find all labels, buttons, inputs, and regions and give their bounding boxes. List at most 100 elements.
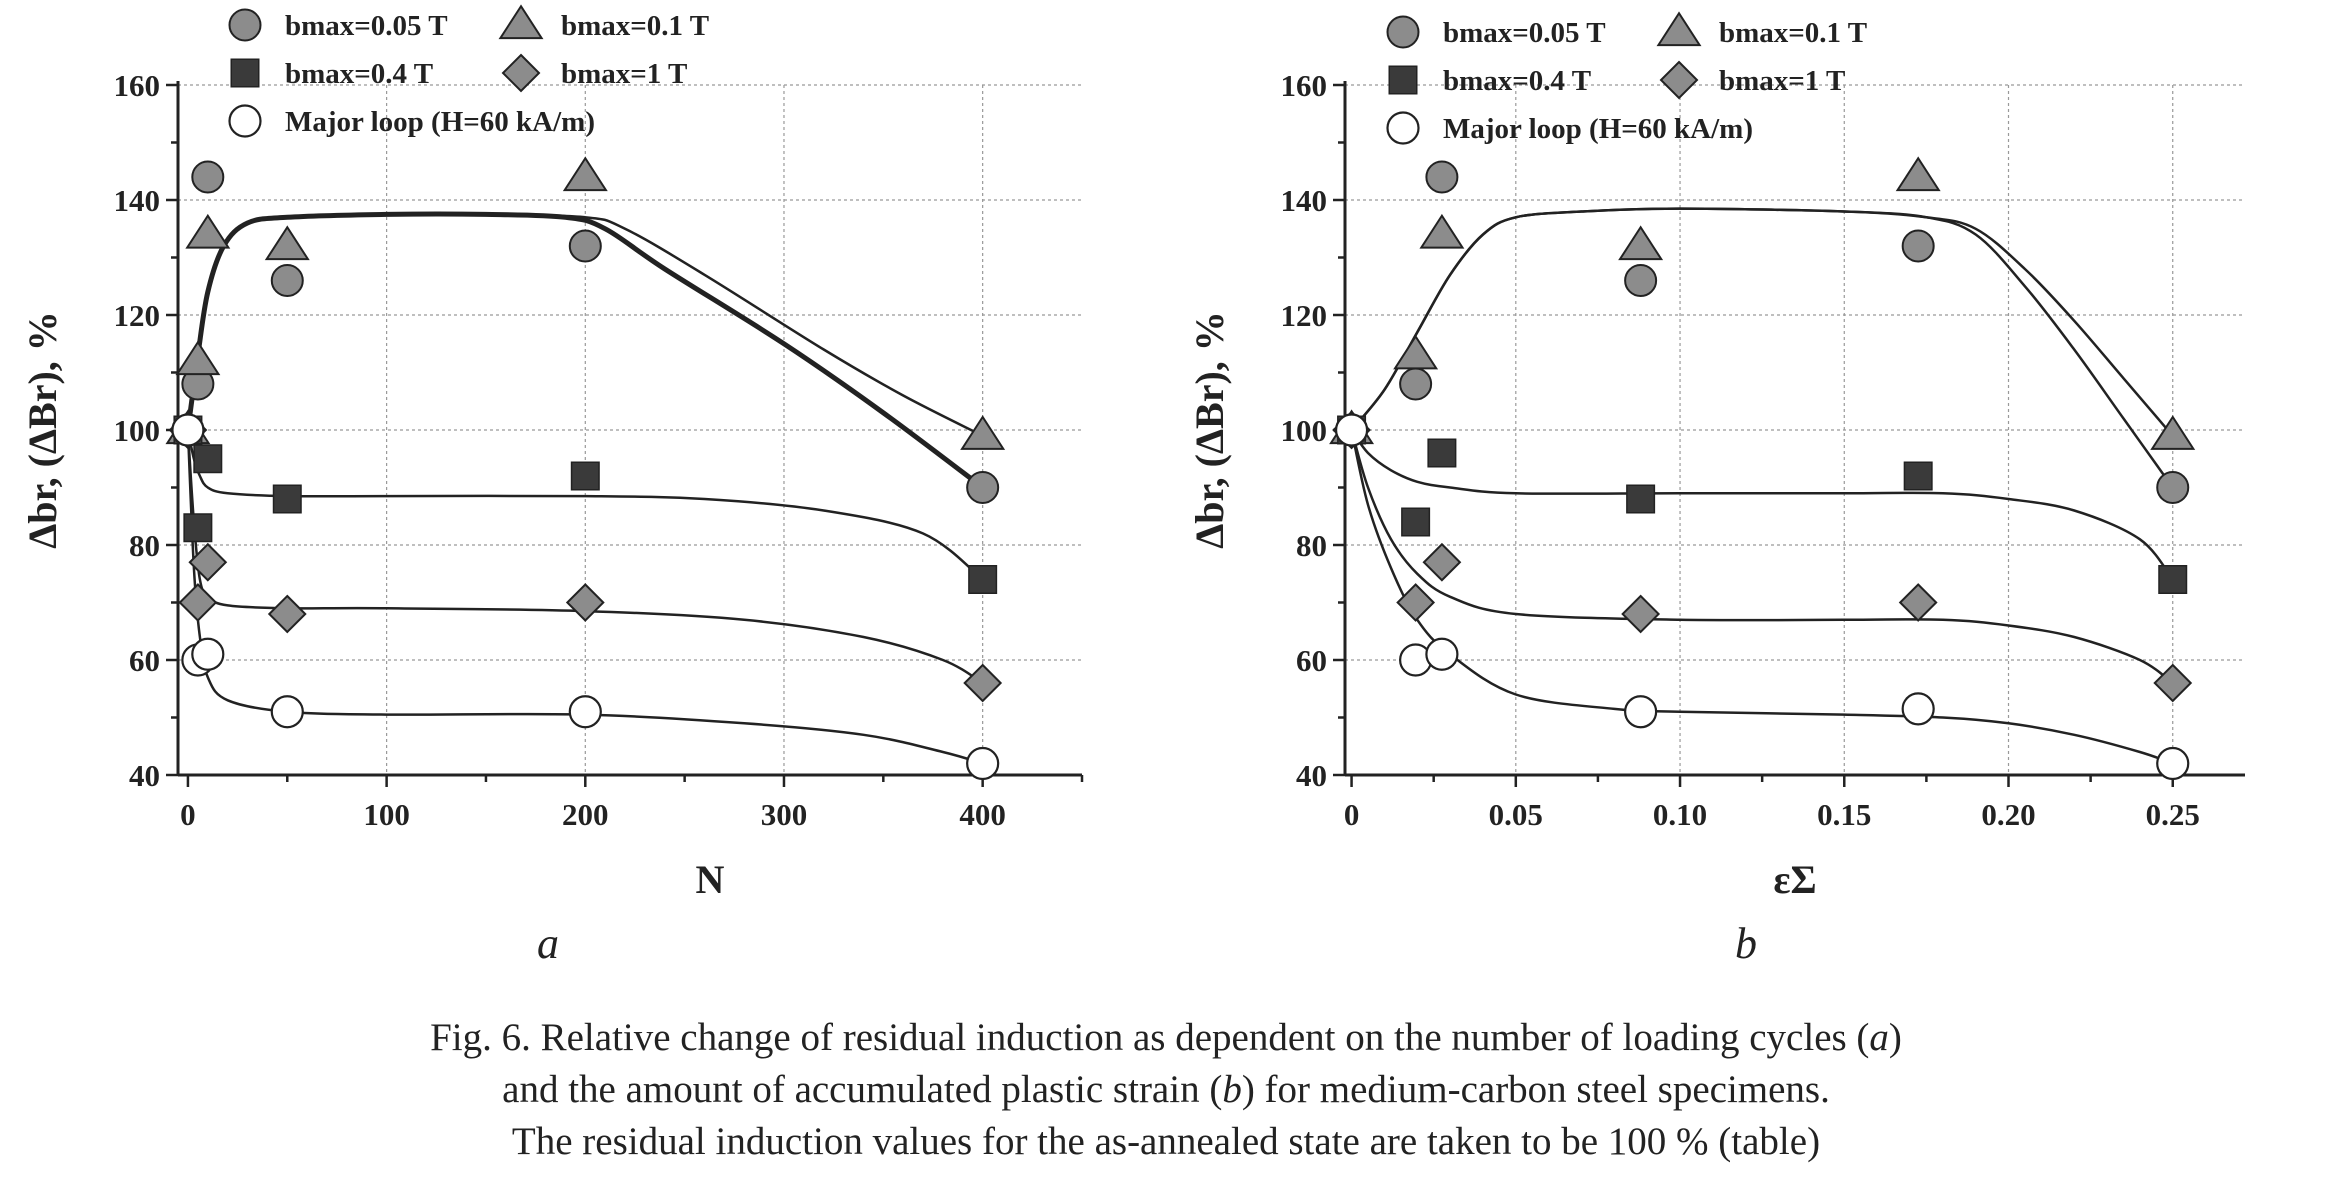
y-tick-label: 100 — [114, 413, 161, 448]
x-tick-label: 0 — [180, 797, 196, 832]
data-point-circle-filled — [270, 264, 304, 297]
data-point-circle-filled — [966, 471, 1000, 504]
data-point-diamond — [188, 542, 228, 582]
data-point-diamond — [267, 594, 307, 634]
x-axis-title: N — [696, 857, 725, 902]
data-point-circle-open — [171, 413, 205, 447]
legend-label: bmax=0.4 T — [1443, 65, 1591, 97]
x-axis-title: εΣ — [1773, 857, 1816, 902]
data-point-circle-open — [1334, 413, 1369, 447]
data-point-circle-open — [2156, 746, 2190, 781]
fit-curve — [1350, 428, 2174, 581]
x-tick-label: 200 — [562, 797, 609, 832]
legend-marker-square — [1388, 65, 1418, 95]
data-point-diamond — [2153, 663, 2193, 703]
data-point-circle-filled — [1901, 229, 1935, 263]
y-tick-label: 160 — [114, 68, 161, 103]
data-point-triangle — [1419, 213, 1465, 249]
x-tick-label: 300 — [761, 797, 808, 832]
data-point-square — [1427, 438, 1457, 468]
fit-curve — [1350, 428, 2174, 765]
data-point-diamond — [565, 583, 605, 622]
y-tick-label: 40 — [129, 758, 160, 793]
x-tick-label: 400 — [959, 797, 1006, 832]
legend-marker-diamond — [501, 53, 541, 93]
data-point-triangle — [1618, 225, 1664, 261]
data-point-triangle — [2150, 415, 2196, 450]
data-point-circle-open — [1624, 695, 1658, 729]
legend: bmax=0.05 T bmax=0.1 T bmax=0.4 T bmax=1 T M… — [228, 4, 709, 138]
legend-marker-square — [230, 58, 260, 88]
legend-marker-triangle — [498, 4, 544, 40]
data-point-diamond — [1396, 583, 1436, 622]
legend-label: Major loop (H=60 kA/m) — [1443, 113, 1753, 145]
data-point-diamond — [178, 583, 218, 622]
data-point-triangle — [960, 415, 1006, 450]
fit-curve — [1350, 207, 2174, 438]
data-point-circle-filled — [191, 160, 225, 194]
data-point-triangle — [264, 225, 310, 261]
data-point-circle-filled — [1624, 264, 1658, 297]
data-point-circle-open — [270, 695, 304, 729]
legend-marker-diamond — [1659, 60, 1699, 100]
x-tick-label: 0 — [1344, 797, 1360, 832]
fit-curve — [186, 212, 984, 438]
data-point-square — [272, 484, 302, 514]
data-point-triangle — [185, 213, 231, 249]
data-point-circle-open — [1425, 637, 1459, 671]
data-point-square — [1903, 461, 1933, 491]
panel-letter: a — [537, 919, 559, 968]
y-tick-label: 160 — [1281, 68, 1328, 103]
data-point-circle-open — [966, 746, 1000, 781]
data-point-circle-filled — [1425, 160, 1459, 194]
data-point-square — [193, 444, 223, 474]
x-tick-label: 100 — [363, 797, 410, 832]
data-point-triangle — [175, 340, 221, 376]
legend-marker-triangle — [1656, 11, 1702, 47]
legend-label: bmax=0.05 T — [285, 10, 448, 42]
legend-label: bmax=0.1 T — [561, 10, 709, 42]
legend: bmax=0.05 T bmax=0.1 T bmax=0.4 T bmax=1 T M… — [1386, 11, 1867, 145]
data-point-triangle — [1393, 334, 1439, 370]
data-point-circle-open — [1901, 692, 1935, 726]
legend-label: bmax=1 T — [1719, 65, 1845, 97]
legend-marker-circle-open — [1386, 111, 1420, 145]
caption-line-3: The residual induction values for the as… — [511, 1120, 1821, 1163]
x-tick-label: 0.20 — [1981, 797, 2035, 832]
chart-panel-a: 0 100 200 300 400 40 60 80 100 120 140 160 N Δbr, (ΔB… — [20, 4, 1084, 968]
y-tick-label: 120 — [114, 298, 161, 333]
legend-label: Major loop (H=60 kA/m) — [285, 106, 595, 138]
legend-label: bmax=1 T — [561, 58, 687, 90]
panel-letter: b — [1735, 919, 1757, 968]
data-point-triangle — [562, 156, 608, 192]
x-tick-label: 0.05 — [1489, 797, 1543, 832]
y-tick-label: 60 — [129, 643, 160, 678]
data-point-square — [183, 513, 213, 543]
data-point-triangle — [1895, 156, 1941, 192]
x-tick-label: 0.15 — [1817, 797, 1871, 832]
data-point-circle-open — [191, 637, 225, 671]
fit-curve — [1350, 428, 2174, 685]
y-axis-title: Δbr, (ΔBr), % — [20, 311, 65, 549]
data-point-square — [1626, 484, 1656, 514]
data-point-square — [2158, 565, 2188, 594]
y-tick-label: 140 — [1281, 183, 1328, 218]
y-axis-title: Δbr, (ΔBr), % — [1187, 311, 1232, 549]
legend-label: bmax=0.05 T — [1443, 17, 1606, 49]
y-tick-label: 60 — [1296, 643, 1327, 678]
figure-caption: Fig. 6. Relative change of residual indu… — [0, 1012, 2332, 1168]
y-tick-label: 80 — [1296, 528, 1327, 563]
fit-curve — [186, 428, 984, 685]
fit-curve — [1350, 207, 2174, 489]
caption-line-2: and the amount of accumulated plastic st… — [502, 1068, 1830, 1111]
y-tick-label: 120 — [1281, 298, 1328, 333]
data-point-diamond — [1422, 542, 1462, 582]
fit-curve — [186, 428, 984, 581]
data-point-square — [570, 461, 600, 491]
chart-panel-b: 0 0.05 0.10 0.15 0.20 0.25 40 60 80 100 120 140 160 ε… — [1187, 11, 2245, 968]
y-tick-label: 140 — [114, 183, 161, 218]
data-point-circle-filled — [1399, 367, 1433, 401]
data-point-diamond — [1898, 583, 1938, 622]
y-tick-label: 80 — [129, 528, 160, 563]
